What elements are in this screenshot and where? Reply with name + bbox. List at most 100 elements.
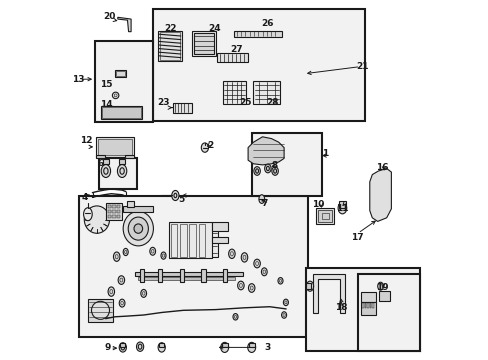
Ellipse shape: [118, 276, 124, 284]
Text: 23: 23: [157, 98, 169, 107]
Bar: [112, 210, 115, 213]
Ellipse shape: [119, 343, 126, 352]
Bar: [112, 205, 115, 208]
Bar: [223, 269, 227, 282]
Text: 16: 16: [375, 163, 387, 172]
Bar: [222, 343, 227, 347]
Bar: [172, 103, 192, 113]
Ellipse shape: [134, 224, 142, 233]
Bar: [253, 81, 280, 104]
Bar: [217, 53, 247, 62]
Bar: [117, 205, 120, 208]
Bar: [306, 268, 419, 351]
Ellipse shape: [232, 314, 238, 320]
Ellipse shape: [136, 342, 143, 351]
Polygon shape: [118, 17, 131, 32]
Text: 4: 4: [81, 193, 87, 202]
Bar: [152, 9, 365, 121]
Text: 1: 1: [322, 149, 328, 158]
Bar: [192, 31, 215, 56]
Bar: [318, 210, 331, 222]
Ellipse shape: [283, 299, 288, 306]
Ellipse shape: [108, 287, 114, 296]
Bar: [366, 303, 368, 308]
Ellipse shape: [377, 282, 383, 290]
Bar: [120, 343, 125, 347]
Bar: [140, 269, 144, 282]
Ellipse shape: [241, 253, 247, 262]
Text: 7: 7: [261, 199, 267, 208]
Bar: [249, 343, 254, 347]
Bar: [339, 201, 345, 208]
Ellipse shape: [158, 343, 165, 352]
Text: 5: 5: [178, 195, 184, 204]
Bar: [99, 158, 136, 189]
Text: 17: 17: [350, 233, 363, 242]
Ellipse shape: [258, 195, 264, 203]
Text: 20: 20: [103, 13, 116, 22]
Ellipse shape: [128, 217, 148, 240]
Text: 2: 2: [207, 141, 213, 150]
Ellipse shape: [220, 342, 228, 352]
Bar: [159, 343, 164, 347]
Bar: [199, 224, 205, 257]
Bar: [115, 70, 126, 77]
Bar: [107, 210, 111, 213]
Bar: [101, 106, 142, 119]
Text: 22: 22: [164, 24, 177, 33]
Bar: [117, 210, 120, 213]
Text: 24: 24: [208, 24, 221, 33]
Bar: [158, 269, 162, 282]
Bar: [98, 139, 132, 155]
Ellipse shape: [271, 167, 278, 175]
Text: 27: 27: [230, 45, 243, 54]
Ellipse shape: [117, 165, 126, 177]
Bar: [123, 206, 153, 212]
Bar: [189, 224, 196, 257]
Polygon shape: [369, 168, 390, 221]
Bar: [361, 292, 375, 302]
Bar: [369, 303, 370, 308]
Ellipse shape: [261, 268, 266, 276]
Bar: [316, 208, 333, 224]
Ellipse shape: [112, 92, 119, 99]
Bar: [364, 303, 366, 308]
Text: 13: 13: [72, 75, 84, 84]
Bar: [88, 299, 113, 322]
Bar: [112, 215, 115, 218]
Text: 8: 8: [271, 161, 278, 170]
Bar: [371, 303, 373, 308]
Bar: [179, 269, 183, 282]
Text: 3: 3: [264, 343, 270, 352]
Ellipse shape: [141, 289, 146, 297]
Bar: [362, 303, 363, 308]
Bar: [107, 205, 111, 208]
Bar: [159, 32, 180, 60]
Bar: [96, 155, 105, 158]
Bar: [233, 31, 282, 37]
Bar: [321, 213, 328, 219]
Ellipse shape: [149, 247, 155, 255]
Bar: [212, 237, 228, 243]
Text: 10: 10: [312, 200, 324, 209]
Ellipse shape: [201, 143, 208, 152]
Bar: [127, 201, 134, 207]
Ellipse shape: [119, 299, 125, 307]
Bar: [117, 215, 120, 218]
Bar: [361, 302, 375, 315]
Ellipse shape: [337, 202, 346, 214]
Ellipse shape: [253, 167, 260, 175]
Text: 18: 18: [335, 303, 347, 312]
Ellipse shape: [113, 252, 120, 261]
Polygon shape: [312, 274, 345, 313]
Bar: [79, 196, 307, 337]
Text: 11: 11: [336, 204, 348, 213]
Ellipse shape: [277, 278, 283, 284]
Ellipse shape: [171, 190, 179, 201]
Ellipse shape: [281, 312, 286, 318]
Text: 15: 15: [100, 80, 112, 89]
Text: 9: 9: [104, 343, 111, 352]
Ellipse shape: [83, 208, 92, 221]
Bar: [379, 291, 389, 301]
Bar: [106, 203, 122, 220]
